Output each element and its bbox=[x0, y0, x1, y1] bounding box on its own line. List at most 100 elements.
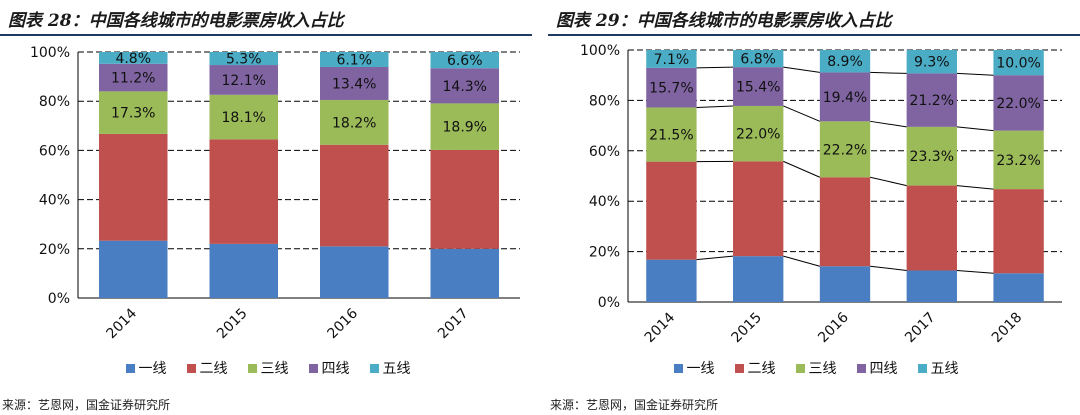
series-connector-line bbox=[696, 105, 734, 108]
chart-box: 0% 20% 40% 60% 80% 100% 17.3% 11.2% 4.8% 2014 18.1… bbox=[8, 40, 528, 390]
data-label: 14.3% bbox=[443, 79, 487, 95]
legend-label: 一线 bbox=[686, 361, 715, 377]
bar-segment-一线 bbox=[819, 266, 871, 302]
series-connector-line bbox=[870, 265, 907, 271]
data-label: 18.1% bbox=[222, 110, 266, 126]
legend-label: 三线 bbox=[808, 361, 837, 377]
legend-item: 一线 bbox=[125, 358, 167, 378]
legend-label: 二线 bbox=[199, 361, 228, 377]
series-connector-line bbox=[956, 126, 994, 132]
data-label: 17.3% bbox=[111, 106, 155, 122]
chart-title: 图表 29：中国各线城市的电影票房收入占比 bbox=[556, 11, 892, 31]
bar-segment-三线 bbox=[993, 130, 1044, 190]
x-tick-label: 2016 bbox=[815, 309, 852, 346]
data-label: 11.2% bbox=[111, 71, 155, 87]
x-tick-label: 2014 bbox=[104, 305, 141, 342]
data-label: 19.4% bbox=[823, 90, 867, 106]
legend-item: 四线 bbox=[308, 358, 350, 378]
series-connector-line bbox=[956, 72, 994, 76]
legend-label: 五线 bbox=[382, 361, 411, 377]
chart-panel-right: 图表 29：中国各线城市的电影票房收入占比 0% 20% 40% 60% 80% 100%… bbox=[548, 0, 1080, 415]
data-label: 5.3% bbox=[226, 52, 262, 68]
x-tick-label: 2014 bbox=[642, 309, 679, 346]
chart-box: 0% 20% 40% 60% 80% 100% 21.5% 15.7% 7.1% 2014 22.0… bbox=[556, 40, 1076, 390]
bar-segment-五线 bbox=[906, 50, 957, 74]
legend-item: 五线 bbox=[917, 358, 959, 378]
bar-segment-一线 bbox=[646, 259, 697, 302]
bar-segment-三线 bbox=[98, 91, 168, 134]
legend-item: 三线 bbox=[795, 358, 837, 378]
y-tick-label: 80% bbox=[589, 93, 620, 109]
bar-segment-四线 bbox=[733, 67, 784, 106]
chart-legend: 一线 二线 三线 四线 五线 bbox=[556, 358, 1076, 378]
y-tick-label: 100% bbox=[30, 45, 70, 61]
legend-swatch bbox=[795, 363, 805, 373]
series-connector-line bbox=[783, 105, 821, 122]
bar-segment-二线 bbox=[98, 133, 168, 241]
series-connector-line bbox=[783, 66, 820, 73]
source-note: 来源：艺恩网，国金证券研究所 bbox=[2, 398, 171, 412]
data-label: 7.1% bbox=[654, 52, 690, 68]
legend-item: 二线 bbox=[734, 358, 776, 378]
bar-segment-五线 bbox=[733, 50, 784, 68]
data-label: 21.2% bbox=[910, 93, 954, 109]
bar-segment-五线 bbox=[319, 52, 389, 68]
data-label: 10.0% bbox=[996, 56, 1040, 72]
chart-title: 图表 28：中国各线城市的电影票房收入占比 bbox=[8, 11, 344, 31]
y-tick-label: 60% bbox=[39, 143, 70, 159]
bar-segment-五线 bbox=[819, 50, 871, 73]
bar-segment-一线 bbox=[906, 270, 957, 302]
legend-swatch bbox=[369, 363, 379, 373]
bar-segment-五线 bbox=[993, 50, 1044, 76]
x-tick-label: 2016 bbox=[325, 305, 362, 342]
bar-segment-一线 bbox=[430, 248, 500, 298]
bar-segment-四线 bbox=[993, 75, 1044, 131]
bar-segment-三线 bbox=[430, 103, 500, 150]
y-tick-label: 60% bbox=[589, 144, 620, 160]
bar-segment-五线 bbox=[646, 50, 697, 68]
bar-segment-二线 bbox=[209, 139, 279, 244]
y-tick-label: 40% bbox=[589, 194, 620, 210]
data-label: 6.8% bbox=[740, 52, 776, 68]
series-connector-line bbox=[696, 66, 734, 69]
legend-swatch bbox=[734, 363, 744, 373]
source-note: 来源：艺恩网，国金证券研究所 bbox=[550, 398, 719, 412]
legend-swatch bbox=[856, 363, 866, 373]
bar-segment-一线 bbox=[98, 240, 168, 298]
bar-segment-一线 bbox=[319, 246, 389, 298]
bar-segment-二线 bbox=[319, 144, 389, 247]
bar-segment-四线 bbox=[819, 72, 871, 122]
x-tick-label: 2015 bbox=[214, 306, 251, 343]
series-connector-line bbox=[696, 255, 734, 261]
data-label: 12.1% bbox=[222, 73, 266, 89]
bar-segment-四线 bbox=[430, 68, 500, 104]
x-tick-label: 2017 bbox=[435, 306, 472, 343]
chart-legend: 一线 二线 三线 四线 五线 bbox=[8, 358, 528, 378]
data-label: 8.9% bbox=[827, 54, 863, 70]
legend-label: 五线 bbox=[930, 361, 959, 377]
data-label: 22.2% bbox=[823, 142, 867, 158]
series-connector-line bbox=[870, 176, 907, 187]
bar-segment-三线 bbox=[319, 99, 389, 145]
bar-segment-二线 bbox=[993, 189, 1044, 274]
data-label: 22.0% bbox=[736, 127, 780, 143]
series-connector-line bbox=[870, 71, 907, 74]
bar-segment-四线 bbox=[319, 67, 389, 100]
bar-segment-三线 bbox=[646, 107, 697, 162]
bar-segment-三线 bbox=[209, 94, 279, 140]
x-tick-label: 2018 bbox=[989, 310, 1026, 347]
legend-swatch bbox=[308, 363, 318, 373]
series-connector-line bbox=[870, 120, 907, 128]
chart-title-bar: 图表 28：中国各线城市的电影票房收入占比 bbox=[0, 0, 532, 36]
bar-segment-四线 bbox=[98, 63, 168, 92]
bar-segment-四线 bbox=[209, 65, 279, 95]
legend-swatch bbox=[917, 363, 927, 373]
legend-label: 四线 bbox=[869, 361, 898, 377]
bar-segment-二线 bbox=[646, 161, 697, 260]
data-label: 6.6% bbox=[447, 53, 483, 69]
legend-item: 四线 bbox=[856, 358, 898, 378]
stacked-bar-chart: 0% 20% 40% 60% 80% 100% 17.3% 11.2% 4.8% 2014 18.1… bbox=[30, 45, 520, 343]
series-connector-line bbox=[956, 270, 994, 274]
bar-segment-三线 bbox=[819, 121, 871, 178]
y-tick-label: 40% bbox=[39, 193, 70, 209]
